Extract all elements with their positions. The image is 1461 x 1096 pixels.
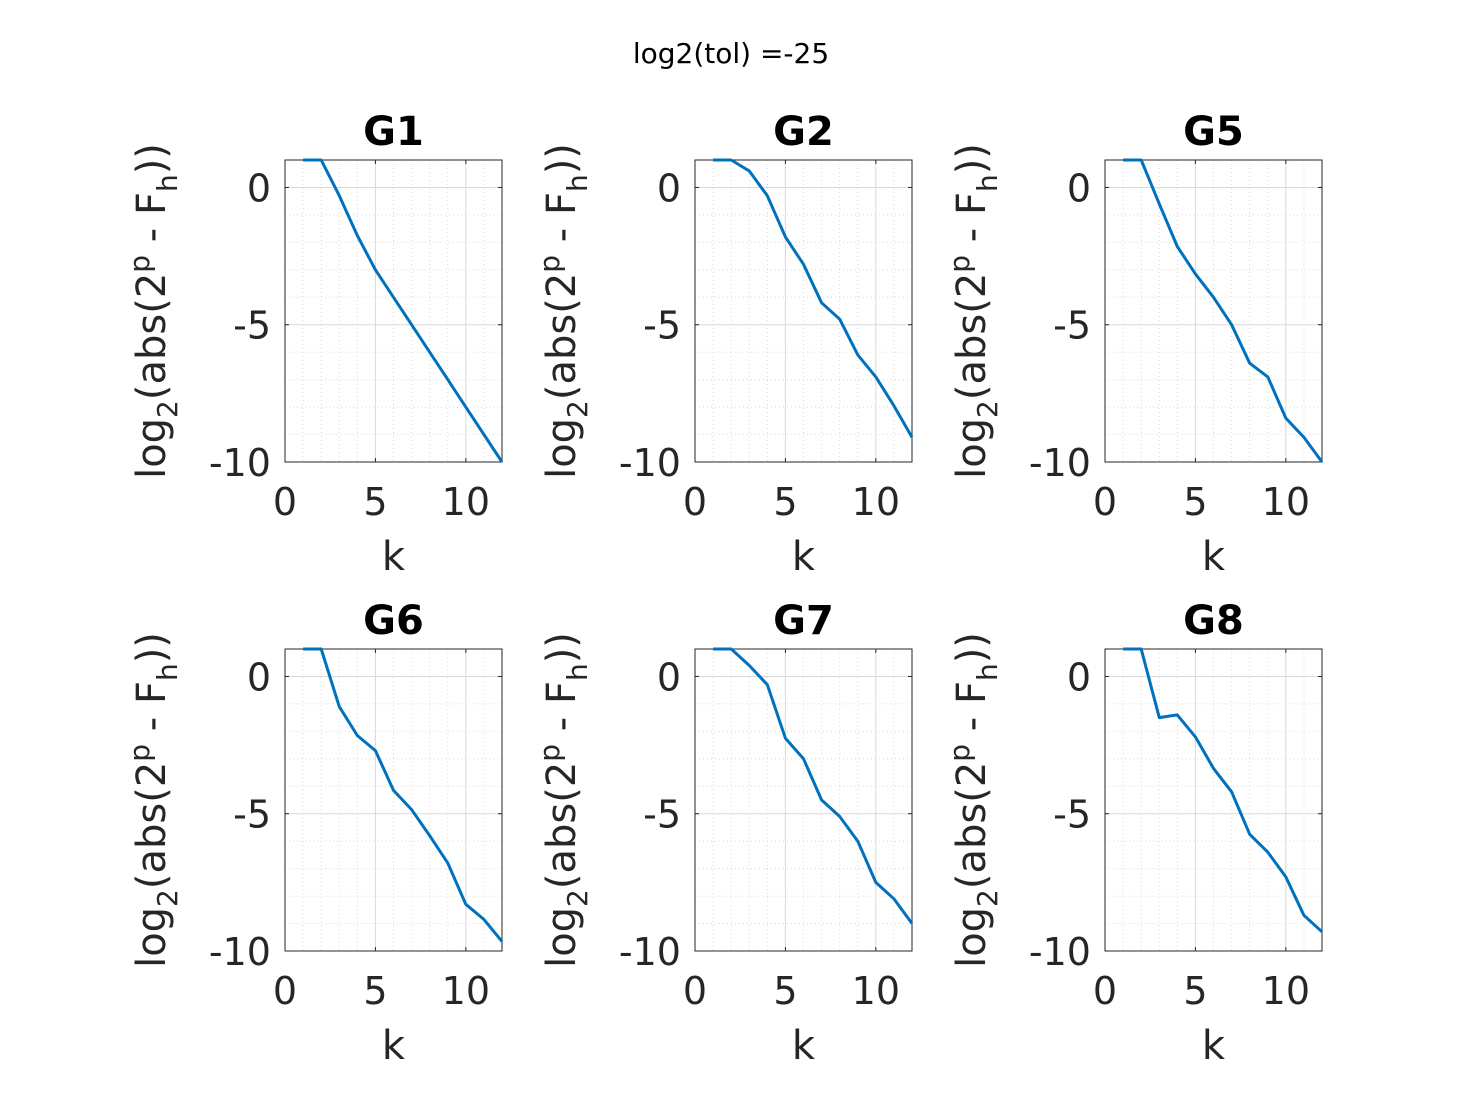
axes-box [284, 648, 503, 952]
x-tick-label: 0 [1093, 969, 1117, 1013]
y-tick-label: -5 [233, 793, 271, 837]
y-tick-label: -10 [209, 930, 271, 974]
figure-title: log2(tol) =-25 [633, 37, 829, 70]
y-tick-label: -5 [643, 793, 681, 837]
axes-box [1104, 159, 1323, 463]
subplot-g2: 0 5 10 0 -5 -10 G2 k log2(abs(2p - Fh)) [533, 109, 914, 580]
y-tick-label: -10 [209, 441, 271, 485]
subplot-g1: 0 5 10 0 -5 -10 G1 k log2(abs(2p - Fh)) [123, 109, 504, 580]
y-tick-label: -5 [1053, 304, 1091, 348]
x-tick-label: 10 [852, 480, 900, 524]
x-axis-label: k [382, 534, 406, 580]
y-tick-label: -10 [619, 930, 681, 974]
y-tick-label: -10 [619, 441, 681, 485]
x-tick-label: 5 [363, 480, 387, 524]
data-line [303, 158, 504, 463]
data-line [713, 647, 914, 925]
x-tick-label: 10 [1262, 480, 1310, 524]
subplot-grid: 0 5 10 0 -5 -10 G1 k log2(abs(2p - Fh)) 0 5 10 0 -5 -1… [123, 109, 1324, 1069]
y-tick-label: 0 [247, 166, 271, 210]
subplot-g6: 0 5 10 0 -5 -10 G6 k log2(abs(2p - Fh)) [123, 598, 504, 1069]
x-tick-label: 0 [683, 480, 707, 524]
y-tick-label: 0 [1067, 166, 1091, 210]
y-tick-label: 0 [1067, 655, 1091, 699]
x-tick-label: 0 [683, 969, 707, 1013]
x-axis-label: k [1202, 1023, 1226, 1069]
x-axis-label: k [792, 1023, 816, 1069]
data-line [1123, 158, 1324, 463]
axes-box [694, 648, 913, 952]
x-tick-label: 10 [442, 480, 490, 524]
x-tick-label: 10 [442, 969, 490, 1013]
subplot-title: G2 [773, 109, 834, 155]
subplot-title: G7 [773, 598, 834, 644]
subplot-g7: 0 5 10 0 -5 -10 G7 k log2(abs(2p - Fh)) [533, 598, 914, 1069]
x-axis-label: k [382, 1023, 406, 1069]
y-tick-label: 0 [657, 166, 681, 210]
y-axis-label: log2(abs(2p - Fh)) [533, 632, 594, 968]
subplot-title: G5 [1183, 109, 1244, 155]
y-tick-label: -5 [1053, 793, 1091, 837]
x-tick-label: 5 [773, 969, 797, 1013]
x-axis-label: k [792, 534, 816, 580]
axes-box [694, 159, 913, 463]
x-tick-label: 5 [773, 480, 797, 524]
subplot-g8: 0 5 10 0 -5 -10 G8 k log2(abs(2p - Fh)) [943, 598, 1324, 1069]
x-tick-label: 5 [1183, 480, 1207, 524]
y-axis-label: log2(abs(2p - Fh)) [943, 632, 1004, 968]
data-line [1123, 647, 1324, 933]
subplot-title: G1 [363, 109, 424, 155]
y-tick-label: -5 [643, 304, 681, 348]
y-axis-label: log2(abs(2p - Fh)) [123, 632, 184, 968]
x-tick-label: 5 [1183, 969, 1207, 1013]
x-tick-label: 0 [273, 480, 297, 524]
y-axis-label: log2(abs(2p - Fh)) [123, 143, 184, 479]
axes-box [1104, 648, 1323, 952]
x-tick-label: 10 [1262, 969, 1310, 1013]
y-axis-label: log2(abs(2p - Fh)) [943, 143, 1004, 479]
y-tick-label: -10 [1029, 441, 1091, 485]
y-tick-label: 0 [247, 655, 271, 699]
subplot-title: G8 [1183, 598, 1244, 644]
x-tick-label: 0 [1093, 480, 1117, 524]
y-tick-label: -10 [1029, 930, 1091, 974]
subplot-title: G6 [363, 598, 424, 644]
x-tick-label: 5 [363, 969, 387, 1013]
data-line [303, 647, 504, 943]
x-axis-label: k [1202, 534, 1226, 580]
y-tick-label: -5 [233, 304, 271, 348]
data-line [713, 158, 914, 439]
axes-box [284, 159, 503, 463]
x-tick-label: 0 [273, 969, 297, 1013]
y-axis-label: log2(abs(2p - Fh)) [533, 143, 594, 479]
subplot-g5: 0 5 10 0 -5 -10 G5 k log2(abs(2p - Fh)) [943, 109, 1324, 580]
y-tick-label: 0 [657, 655, 681, 699]
x-tick-label: 10 [852, 969, 900, 1013]
